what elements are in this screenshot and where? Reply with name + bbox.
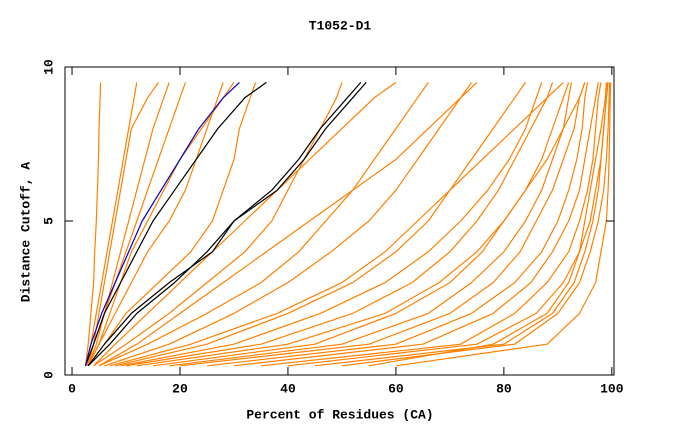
x-tick-label: 60: [388, 381, 404, 396]
x-tick-label: 40: [280, 381, 296, 396]
curve: [93, 81, 397, 367]
curve: [87, 82, 235, 367]
curve: [86, 82, 159, 366]
chart-title: T1052-D1: [309, 18, 372, 33]
curve: [93, 82, 343, 367]
curve: [87, 82, 257, 367]
x-axis-label: Percent of Residues (CA): [246, 407, 433, 422]
curve: [169, 82, 572, 367]
curve: [109, 81, 564, 367]
x-tick-label: 0: [68, 381, 76, 396]
y-tick-label: 0: [41, 371, 56, 379]
curve: [87, 82, 170, 367]
curve: [125, 82, 554, 367]
curve: [152, 82, 570, 367]
curve: [84, 82, 102, 366]
curve: [84, 81, 240, 366]
curve: [98, 81, 478, 367]
y-axis-label: Distance Cutoff, A: [18, 162, 33, 303]
x-tick-label: 100: [600, 381, 624, 396]
curves: [84, 81, 612, 367]
curve: [98, 82, 429, 367]
curve: [104, 82, 472, 367]
curve: [87, 82, 367, 367]
y-tick-label: 5: [41, 217, 56, 225]
curve: [87, 82, 224, 367]
curve: [84, 82, 138, 366]
x-tick-label: 80: [496, 381, 512, 396]
curve: [368, 82, 607, 367]
curve: [260, 82, 602, 367]
curve: [136, 82, 586, 367]
curve: [341, 82, 611, 367]
curve: [120, 82, 543, 367]
x-tick-label: 20: [172, 381, 188, 396]
curve: [314, 82, 609, 367]
curve: [233, 82, 599, 367]
curve: [115, 82, 526, 367]
curve: [179, 82, 586, 367]
curve: [84, 81, 267, 367]
curve: [206, 82, 589, 367]
y-tick-label: 10: [41, 59, 56, 75]
